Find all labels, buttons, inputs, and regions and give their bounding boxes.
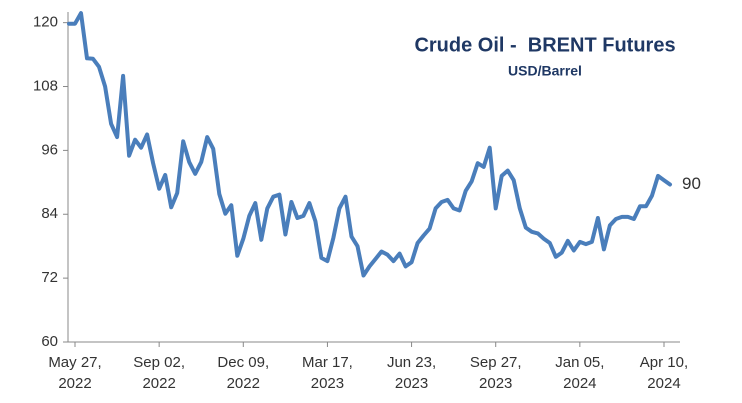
- series-line: [67, 11, 672, 278]
- y-tick-label: 84: [41, 205, 58, 222]
- x-tick-label: Jan 05, 2024: [555, 354, 605, 392]
- x-tick-label: Dec 09, 2022: [217, 354, 270, 392]
- y-tick-label: 72: [41, 269, 58, 286]
- x-tick-label: Sep 27, 2023: [469, 354, 522, 392]
- y-tick-label: 120: [33, 14, 58, 31]
- y-tick-label: 96: [41, 141, 58, 158]
- x-tick-label: Sep 02, 2022: [133, 354, 185, 392]
- x-tick-label: May 27, 2022: [48, 354, 102, 392]
- chart-subtitle: USD/Barrel: [508, 63, 582, 79]
- x-tick-label: Apr 10, 2024: [639, 354, 689, 392]
- value-label: 90: [682, 174, 701, 193]
- y-tick-label: 108: [33, 77, 58, 94]
- y-tick-label: 60: [41, 333, 58, 350]
- x-tick-label: Jun 23, 2023: [386, 354, 437, 392]
- x-tick-label: Mar 17, 2023: [301, 354, 353, 392]
- chart-title: Crude Oil - BRENT Futures: [414, 34, 675, 56]
